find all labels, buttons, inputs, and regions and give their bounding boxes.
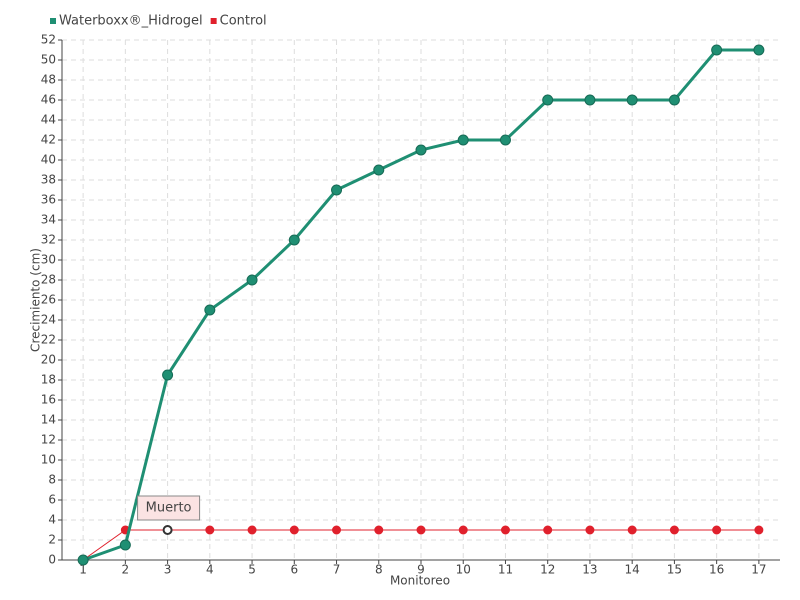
point [205, 525, 215, 535]
point [288, 234, 300, 246]
y-tick-label: 4 [48, 513, 56, 527]
x-tick-label: 2 [122, 563, 130, 577]
point [754, 525, 764, 535]
point [712, 525, 722, 535]
x-tick-label: 6 [290, 563, 298, 577]
x-tick-label: 17 [751, 563, 766, 577]
y-tick-label: 20 [41, 353, 56, 367]
point [332, 525, 342, 535]
legend-swatch [50, 18, 56, 24]
x-tick-label: 4 [206, 563, 214, 577]
x-tick-label: 8 [375, 563, 383, 577]
y-tick-label: 46 [41, 93, 56, 107]
y-tick-label: 52 [41, 33, 56, 47]
x-tick-label: 7 [333, 563, 341, 577]
legend-swatch [210, 18, 217, 24]
x-tick-label: 1 [79, 563, 87, 577]
point [246, 274, 258, 286]
point [204, 304, 216, 316]
y-tick-label: 16 [41, 393, 56, 407]
point [416, 525, 426, 535]
y-tick-label: 24 [41, 313, 56, 327]
x-tick-label: 5 [248, 563, 256, 577]
legend-label: Control [220, 14, 267, 29]
y-tick-label: 18 [41, 373, 56, 387]
y-tick-label: 28 [41, 273, 56, 287]
point [162, 525, 173, 535]
point [627, 525, 637, 535]
point [542, 94, 554, 106]
y-tick-label: 26 [41, 293, 56, 307]
point [711, 44, 723, 56]
x-axis-title: Monitoreo [390, 574, 450, 588]
point [669, 525, 679, 535]
y-tick-label: 0 [48, 553, 56, 567]
point [499, 134, 511, 146]
point [289, 525, 299, 535]
point [753, 44, 765, 56]
y-tick-label: 50 [41, 53, 56, 67]
point [668, 94, 680, 106]
x-tick-label: 13 [582, 563, 597, 577]
x-tick-label: 3 [164, 563, 172, 577]
y-tick-label: 40 [41, 153, 56, 167]
x-tick-label: 14 [625, 563, 640, 577]
y-tick-label: 12 [41, 433, 56, 447]
y-tick-label: 34 [41, 213, 56, 227]
point [457, 134, 469, 146]
point [500, 525, 510, 535]
point [543, 525, 553, 535]
y-tick-label: 6 [48, 493, 56, 507]
y-tick-label: 2 [48, 533, 56, 547]
point [331, 184, 343, 196]
y-tick-label: 8 [48, 473, 56, 487]
x-tick-label: 12 [540, 563, 555, 577]
point [584, 94, 596, 106]
y-tick-label: 44 [41, 113, 56, 127]
y-tick-label: 10 [41, 453, 56, 467]
x-tick-label: 11 [498, 563, 513, 577]
point [119, 539, 131, 551]
y-tick-label: 36 [41, 193, 56, 207]
x-tick-label: 16 [709, 563, 724, 577]
annotation-text: Muerto [146, 501, 192, 516]
y-axis-title: Crecimiento (cm) [29, 248, 43, 352]
y-tick-label: 14 [41, 413, 56, 427]
annotation-box [137, 495, 201, 521]
point [247, 525, 257, 535]
y-tick-label: 30 [41, 253, 56, 267]
point [77, 554, 89, 566]
y-tick-label: 42 [41, 133, 56, 147]
legend-label: Waterboxx®_Hidrogel [59, 14, 203, 29]
point [374, 525, 384, 535]
point [373, 164, 385, 176]
point [585, 525, 595, 535]
y-tick-label: 38 [41, 173, 56, 187]
point [626, 94, 638, 106]
x-tick-label: 9 [417, 563, 425, 577]
x-tick-label: 10 [456, 563, 471, 577]
point [415, 144, 427, 156]
x-tick-label: 15 [667, 563, 682, 577]
y-tick-label: 48 [41, 73, 56, 87]
point [458, 525, 468, 535]
point [162, 369, 174, 381]
y-tick-label: 22 [41, 333, 56, 347]
y-tick-label: 32 [41, 233, 56, 247]
